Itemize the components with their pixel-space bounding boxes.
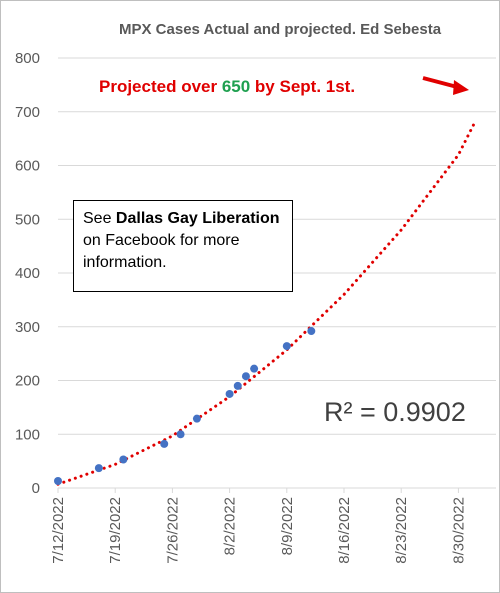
data-point bbox=[176, 430, 185, 439]
data-point bbox=[250, 364, 259, 373]
projection-annotation: Projected over 650 by Sept. 1st. bbox=[99, 77, 355, 97]
projection-number: 650 bbox=[221, 77, 251, 96]
y-tick-label: 800 bbox=[15, 50, 40, 67]
y-tick-label: 600 bbox=[15, 158, 40, 175]
data-point bbox=[192, 414, 201, 423]
data-point bbox=[233, 381, 242, 390]
x-tick-label: 8/2/2022 bbox=[222, 497, 239, 555]
data-point bbox=[54, 477, 62, 486]
y-tick-label: 0 bbox=[32, 480, 40, 497]
data-point bbox=[282, 342, 291, 351]
y-tick-label: 300 bbox=[15, 319, 40, 336]
chart-title: MPX Cases Actual and projected. Ed Sebes… bbox=[119, 21, 442, 38]
data-point bbox=[119, 455, 128, 464]
projection-text-before: Projected over bbox=[99, 77, 222, 96]
trendline bbox=[56, 121, 477, 486]
info-text-after: on Facebook for more information. bbox=[83, 232, 240, 271]
y-tick-label: 100 bbox=[15, 426, 40, 443]
data-point bbox=[225, 389, 234, 398]
info-text-before: See bbox=[83, 210, 116, 227]
y-tick-label: 700 bbox=[15, 104, 40, 121]
info-link-name: Dallas Gay Liberation bbox=[115, 210, 280, 227]
y-tick-label: 400 bbox=[15, 265, 40, 282]
x-tick-label: 8/16/2022 bbox=[336, 497, 353, 564]
data-point bbox=[94, 464, 103, 473]
y-axis-ticks: 0 100 200 300 400 500 600 700 800 bbox=[15, 50, 40, 497]
r-squared-label: R² = 0.9902 bbox=[324, 397, 466, 427]
projection-text-after: by Sept. 1st. bbox=[250, 77, 356, 96]
data-point bbox=[307, 327, 316, 336]
x-tick-label: 8/23/2022 bbox=[393, 497, 410, 564]
x-tick-label: 7/12/2022 bbox=[50, 497, 67, 564]
data-point bbox=[241, 372, 250, 381]
y-tick-label: 500 bbox=[15, 211, 40, 228]
data-point bbox=[160, 439, 169, 448]
x-tick-label: 8/30/2022 bbox=[450, 497, 467, 564]
info-box: See Dallas Gay Liberation on Facebook fo… bbox=[73, 200, 293, 292]
x-tick-label: 7/26/2022 bbox=[164, 497, 181, 564]
x-axis-ticks: 7/12/2022 7/19/2022 7/26/2022 8/2/2022 8/9/2… bbox=[50, 488, 467, 564]
red-arrow-icon bbox=[422, 76, 469, 95]
data-points bbox=[54, 327, 316, 486]
x-tick-label: 8/9/2022 bbox=[279, 497, 296, 555]
x-tick-label: 7/19/2022 bbox=[107, 497, 124, 564]
y-tick-label: 200 bbox=[15, 373, 40, 390]
